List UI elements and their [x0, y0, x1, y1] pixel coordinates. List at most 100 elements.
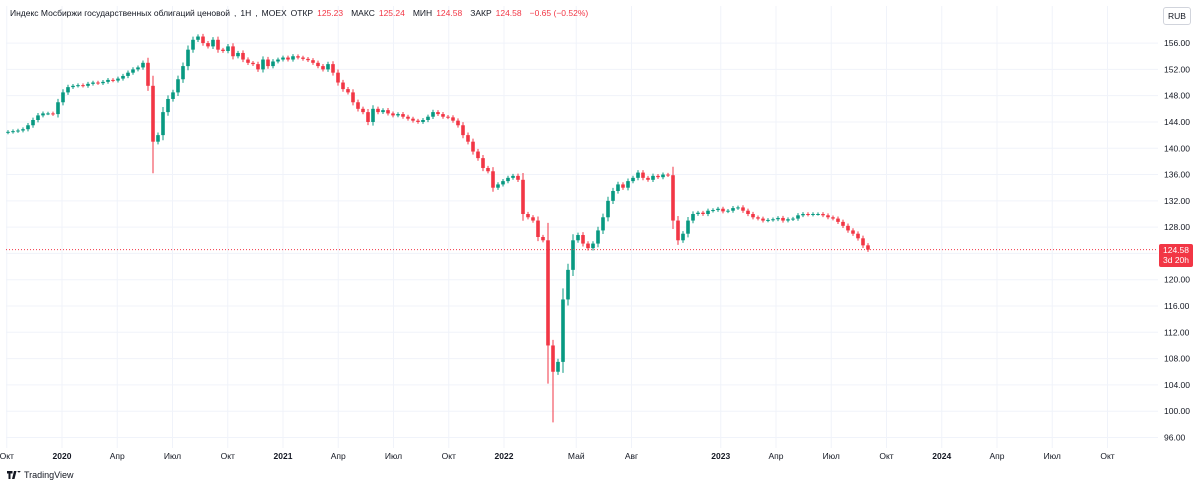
candle[interactable] — [846, 223, 850, 233]
candle[interactable] — [306, 57, 310, 63]
candle[interactable] — [246, 57, 250, 65]
candle[interactable] — [146, 57, 150, 91]
candle[interactable] — [436, 110, 440, 117]
candle[interactable] — [706, 208, 710, 217]
candle[interactable] — [496, 182, 500, 190]
candle[interactable] — [841, 219, 845, 229]
candle[interactable] — [741, 205, 745, 213]
candle[interactable] — [161, 107, 165, 141]
candle[interactable] — [151, 75, 155, 174]
candle[interactable] — [226, 44, 230, 54]
candle[interactable] — [756, 215, 760, 221]
candle[interactable] — [836, 216, 840, 225]
candle[interactable] — [746, 208, 750, 217]
candle[interactable] — [781, 215, 785, 223]
candle[interactable] — [676, 215, 680, 245]
candle[interactable] — [631, 175, 635, 184]
candle[interactable] — [856, 231, 860, 241]
candle[interactable] — [441, 112, 445, 119]
candle[interactable] — [281, 55, 285, 62]
candle[interactable] — [606, 196, 610, 222]
candle[interactable] — [121, 73, 125, 81]
candle[interactable] — [406, 114, 410, 121]
candle[interactable] — [286, 55, 290, 62]
candle[interactable] — [481, 154, 485, 172]
candle[interactable] — [206, 40, 210, 49]
candle[interactable] — [626, 178, 630, 191]
candle[interactable] — [736, 205, 740, 210]
candle[interactable] — [296, 54, 300, 60]
candle[interactable] — [421, 118, 425, 124]
candle[interactable] — [131, 67, 135, 75]
candle[interactable] — [271, 59, 275, 69]
candle[interactable] — [591, 241, 595, 251]
candle[interactable] — [136, 65, 140, 72]
candle[interactable] — [326, 61, 330, 72]
candle[interactable] — [401, 112, 405, 119]
candle[interactable] — [671, 166, 675, 230]
candle[interactable] — [561, 288, 565, 373]
candle[interactable] — [666, 172, 670, 177]
candle[interactable] — [681, 231, 685, 243]
candle[interactable] — [661, 172, 665, 180]
candle[interactable] — [256, 61, 260, 72]
candle[interactable] — [826, 213, 830, 220]
candle[interactable] — [491, 167, 495, 192]
interval-label[interactable]: 1Н — [240, 8, 252, 18]
candle[interactable] — [536, 216, 540, 242]
candle[interactable] — [366, 108, 370, 126]
candle[interactable] — [191, 36, 195, 53]
candle[interactable] — [771, 217, 775, 222]
candle[interactable] — [331, 61, 335, 76]
candle[interactable] — [596, 226, 600, 248]
candle[interactable] — [506, 175, 510, 184]
candle[interactable] — [776, 216, 780, 222]
candle[interactable] — [476, 148, 480, 161]
candle[interactable] — [186, 45, 190, 71]
candle[interactable] — [381, 108, 385, 115]
candle[interactable] — [311, 58, 315, 65]
candle[interactable] — [16, 128, 20, 133]
candle[interactable] — [196, 34, 200, 42]
candle[interactable] — [501, 178, 505, 187]
candle[interactable] — [141, 60, 145, 70]
candle[interactable] — [236, 50, 240, 59]
candle[interactable] — [586, 241, 590, 251]
candle[interactable] — [351, 89, 355, 106]
candle[interactable] — [181, 62, 185, 83]
candle[interactable] — [291, 54, 295, 62]
candle[interactable] — [11, 129, 15, 134]
candle[interactable] — [831, 215, 835, 221]
candle[interactable] — [176, 75, 180, 97]
candle[interactable] — [321, 63, 325, 72]
candle[interactable] — [316, 60, 320, 69]
candle[interactable] — [551, 339, 555, 423]
candle[interactable] — [261, 56, 265, 73]
candle[interactable] — [531, 215, 535, 223]
candle[interactable] — [711, 208, 715, 213]
candle[interactable] — [91, 80, 95, 86]
candle[interactable] — [201, 33, 205, 46]
candle[interactable] — [861, 235, 865, 249]
candle[interactable] — [686, 216, 690, 238]
candle[interactable] — [251, 60, 255, 66]
candle[interactable] — [651, 173, 655, 183]
candle[interactable] — [46, 111, 50, 116]
candle[interactable] — [241, 50, 245, 63]
candle[interactable] — [446, 114, 450, 120]
candle[interactable] — [61, 89, 65, 106]
candle[interactable] — [371, 105, 375, 126]
candle[interactable] — [231, 43, 235, 60]
candle[interactable] — [796, 213, 800, 221]
candle[interactable] — [156, 132, 160, 145]
candle[interactable] — [801, 212, 805, 218]
candle[interactable] — [41, 111, 45, 118]
candle[interactable] — [116, 76, 120, 83]
candle[interactable] — [641, 170, 645, 181]
candle[interactable] — [821, 212, 825, 218]
candle[interactable] — [126, 70, 130, 79]
candle[interactable] — [566, 263, 570, 306]
candle[interactable] — [466, 132, 470, 145]
candle[interactable] — [461, 122, 465, 139]
